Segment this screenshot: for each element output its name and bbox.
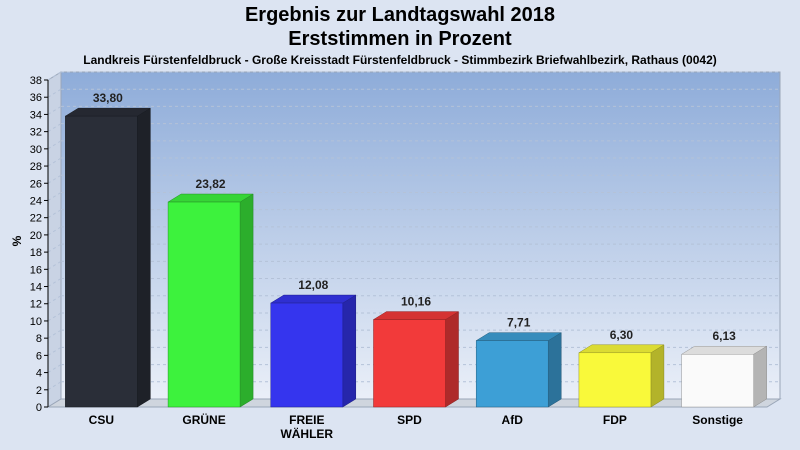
grid-line-side [47, 243, 62, 253]
y-tick-label: 10 [30, 316, 42, 328]
bar-top [372, 311, 460, 320]
grid-line-side [47, 346, 62, 356]
bar-top [167, 193, 254, 203]
x-tick-label: FREIE [289, 413, 324, 427]
y-tick-label: 0 [36, 402, 42, 414]
bar-value-label: 12,08 [298, 278, 328, 292]
grid-line-side [47, 260, 62, 270]
y-tick-label: 16 [30, 264, 42, 276]
grid-line-side [47, 105, 62, 115]
y-tick-label: 38 [30, 75, 42, 87]
grid-line-side [47, 157, 62, 167]
x-tick-label: CSU [89, 413, 114, 427]
bar-side [239, 193, 254, 408]
bar-top [64, 107, 152, 117]
x-tick-label: SPD [397, 413, 422, 427]
bar-value-label: 6,30 [610, 328, 634, 342]
grid-line-side [47, 209, 62, 219]
bar-side [547, 332, 562, 408]
y-tick-label: 22 [30, 213, 42, 225]
bar-grüne: 23,82 GRÜNE [167, 177, 254, 427]
bar-front [578, 352, 652, 408]
grid-line-side [47, 88, 62, 98]
y-tick-label: 8 [36, 333, 42, 345]
bar-front [65, 115, 138, 408]
y-tick-label: 12 [30, 299, 42, 311]
bar-csu: 33,80 CSU [64, 91, 152, 427]
bar-front [270, 302, 344, 408]
bar-front [681, 353, 754, 408]
bar-top [269, 294, 357, 304]
x-tick-label: AfD [502, 413, 524, 427]
chart-caption: Landkreis Fürstenfeldbruck - Große Kreis… [83, 53, 717, 67]
bar-value-label: 23,82 [196, 177, 226, 191]
x-tick-label: Sonstige [692, 413, 743, 427]
bar-side [753, 345, 767, 408]
bar-front [167, 201, 241, 408]
grid-line-side [47, 71, 62, 81]
bar-top [680, 345, 768, 355]
bar-side [445, 311, 459, 408]
grid-line-side [47, 192, 62, 201]
bar-front [373, 319, 446, 408]
y-tick-label: 26 [30, 178, 42, 190]
bar-value-label: 7,71 [507, 316, 531, 330]
y-tick-label: 6 [36, 350, 42, 362]
y-tick-label: 32 [30, 127, 42, 139]
bar-side [137, 107, 151, 408]
y-tick-label: 30 [30, 144, 42, 156]
bar-top [578, 344, 665, 354]
bar-value-label: 33,80 [93, 91, 123, 105]
y-tick-label: 36 [30, 92, 42, 104]
x-tick-label: WÄHLER [280, 426, 333, 441]
bar-top [475, 332, 563, 341]
plot-side-wall [47, 71, 62, 408]
bar-sonstige: 6,13 Sonstige [680, 329, 768, 427]
bar-spd: 10,16 SPD [372, 295, 460, 427]
bar-value-label: 10,16 [401, 295, 431, 309]
y-tick-label: 34 [30, 109, 42, 121]
bar-afd: 7,71 AfD [475, 316, 563, 427]
grid-line-side [47, 278, 62, 287]
grid-line-side [47, 295, 62, 305]
x-tick-label: GRÜNE [182, 412, 225, 427]
y-tick-label: 2 [36, 385, 42, 397]
y-tick-label: 18 [30, 247, 42, 259]
grid-line-side [47, 312, 62, 322]
grid-line-side [47, 329, 62, 339]
grid-line-side [47, 140, 62, 150]
chart-title: Ergebnis zur Landtagswahl 2018 [244, 4, 556, 26]
grid-line-side [47, 226, 62, 236]
y-tick-label: 14 [30, 282, 42, 294]
y-axis-title: % [10, 235, 24, 246]
y-tick-label: 20 [30, 230, 42, 242]
grid-line-side [47, 381, 62, 391]
bar-side [342, 294, 357, 408]
y-tick-label: 4 [36, 368, 42, 380]
y-tick-label: 24 [30, 195, 42, 207]
grid-line-side [47, 174, 62, 184]
bar-fdp: 6,30 FDP [578, 328, 665, 427]
x-tick-label: FDP [603, 413, 627, 427]
bar-side [650, 344, 665, 408]
grid-line-side [47, 123, 62, 133]
bar-front [475, 340, 549, 408]
bar-value-label: 6,13 [712, 329, 736, 343]
grid-line-side [47, 364, 62, 374]
chart-subtitle: Erststimmen in Prozent [288, 28, 512, 50]
y-tick-label: 28 [30, 161, 42, 173]
